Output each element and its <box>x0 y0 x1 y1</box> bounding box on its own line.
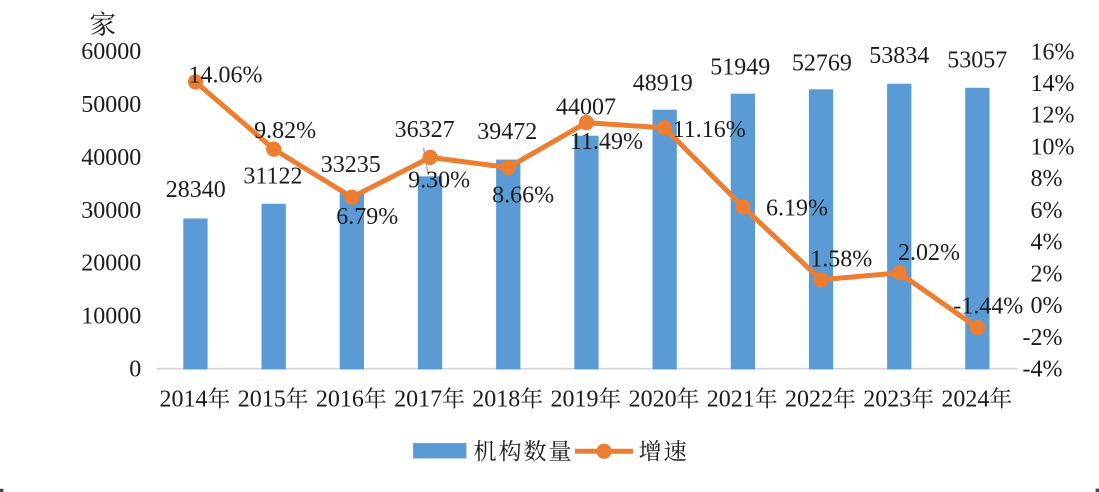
svg-text:8.66%: 8.66% <box>492 183 554 209</box>
svg-text:6%: 6% <box>1031 198 1063 224</box>
svg-text:20000: 20000 <box>81 251 141 277</box>
svg-text:0: 0 <box>129 357 141 383</box>
svg-text:14%: 14% <box>1031 71 1075 97</box>
svg-text:6.19%: 6.19% <box>766 196 828 222</box>
svg-text:48919: 48919 <box>633 71 693 97</box>
svg-text:28340: 28340 <box>166 177 226 203</box>
svg-text:16%: 16% <box>1031 39 1075 65</box>
svg-text:2020: 2020 <box>629 386 677 412</box>
svg-text:36327: 36327 <box>395 117 455 143</box>
svg-text:-4%: -4% <box>1023 357 1063 383</box>
svg-text:52769: 52769 <box>792 50 852 76</box>
svg-text:1.58%: 1.58% <box>810 246 872 272</box>
svg-text:33235: 33235 <box>321 152 381 178</box>
svg-text:10%: 10% <box>1031 135 1075 161</box>
svg-text:60000: 60000 <box>81 39 141 65</box>
svg-text:2021: 2021 <box>707 386 755 412</box>
svg-text:2022: 2022 <box>785 386 833 412</box>
svg-text:11.16%: 11.16% <box>673 117 746 143</box>
svg-text:2023: 2023 <box>863 386 911 412</box>
svg-text:6.79%: 6.79% <box>336 204 398 230</box>
svg-text:10000: 10000 <box>81 304 141 330</box>
svg-text:9.82%: 9.82% <box>254 118 316 144</box>
svg-text:11.49%: 11.49% <box>570 129 643 155</box>
svg-text:-1.44%: -1.44% <box>953 294 1023 320</box>
svg-text:39472: 39472 <box>477 119 537 145</box>
svg-text:9.30%: 9.30% <box>408 167 470 193</box>
svg-text:51949: 51949 <box>710 54 770 80</box>
svg-text:31122: 31122 <box>243 164 302 190</box>
svg-text:40000: 40000 <box>81 145 141 171</box>
svg-text:2.02%: 2.02% <box>898 240 960 266</box>
svg-text:2015: 2015 <box>238 386 286 412</box>
svg-text:30000: 30000 <box>81 198 141 224</box>
svg-text:2024: 2024 <box>941 386 989 412</box>
svg-text:2%: 2% <box>1031 261 1063 287</box>
svg-text:0%: 0% <box>1031 293 1063 319</box>
svg-text:2016: 2016 <box>316 386 364 412</box>
svg-text:4%: 4% <box>1031 230 1063 256</box>
svg-text:2019: 2019 <box>551 386 599 412</box>
svg-text:2018: 2018 <box>472 386 520 412</box>
svg-text:53834: 53834 <box>869 43 929 69</box>
svg-text:53057: 53057 <box>947 48 1007 74</box>
svg-text:12%: 12% <box>1031 103 1075 129</box>
svg-text:-2%: -2% <box>1023 325 1063 351</box>
svg-text:14.06%: 14.06% <box>189 63 263 89</box>
svg-text:50000: 50000 <box>81 92 141 118</box>
svg-text:2014: 2014 <box>160 386 208 412</box>
svg-text:44007: 44007 <box>556 95 616 121</box>
svg-text:8%: 8% <box>1031 166 1063 192</box>
svg-text:2017: 2017 <box>394 386 442 412</box>
